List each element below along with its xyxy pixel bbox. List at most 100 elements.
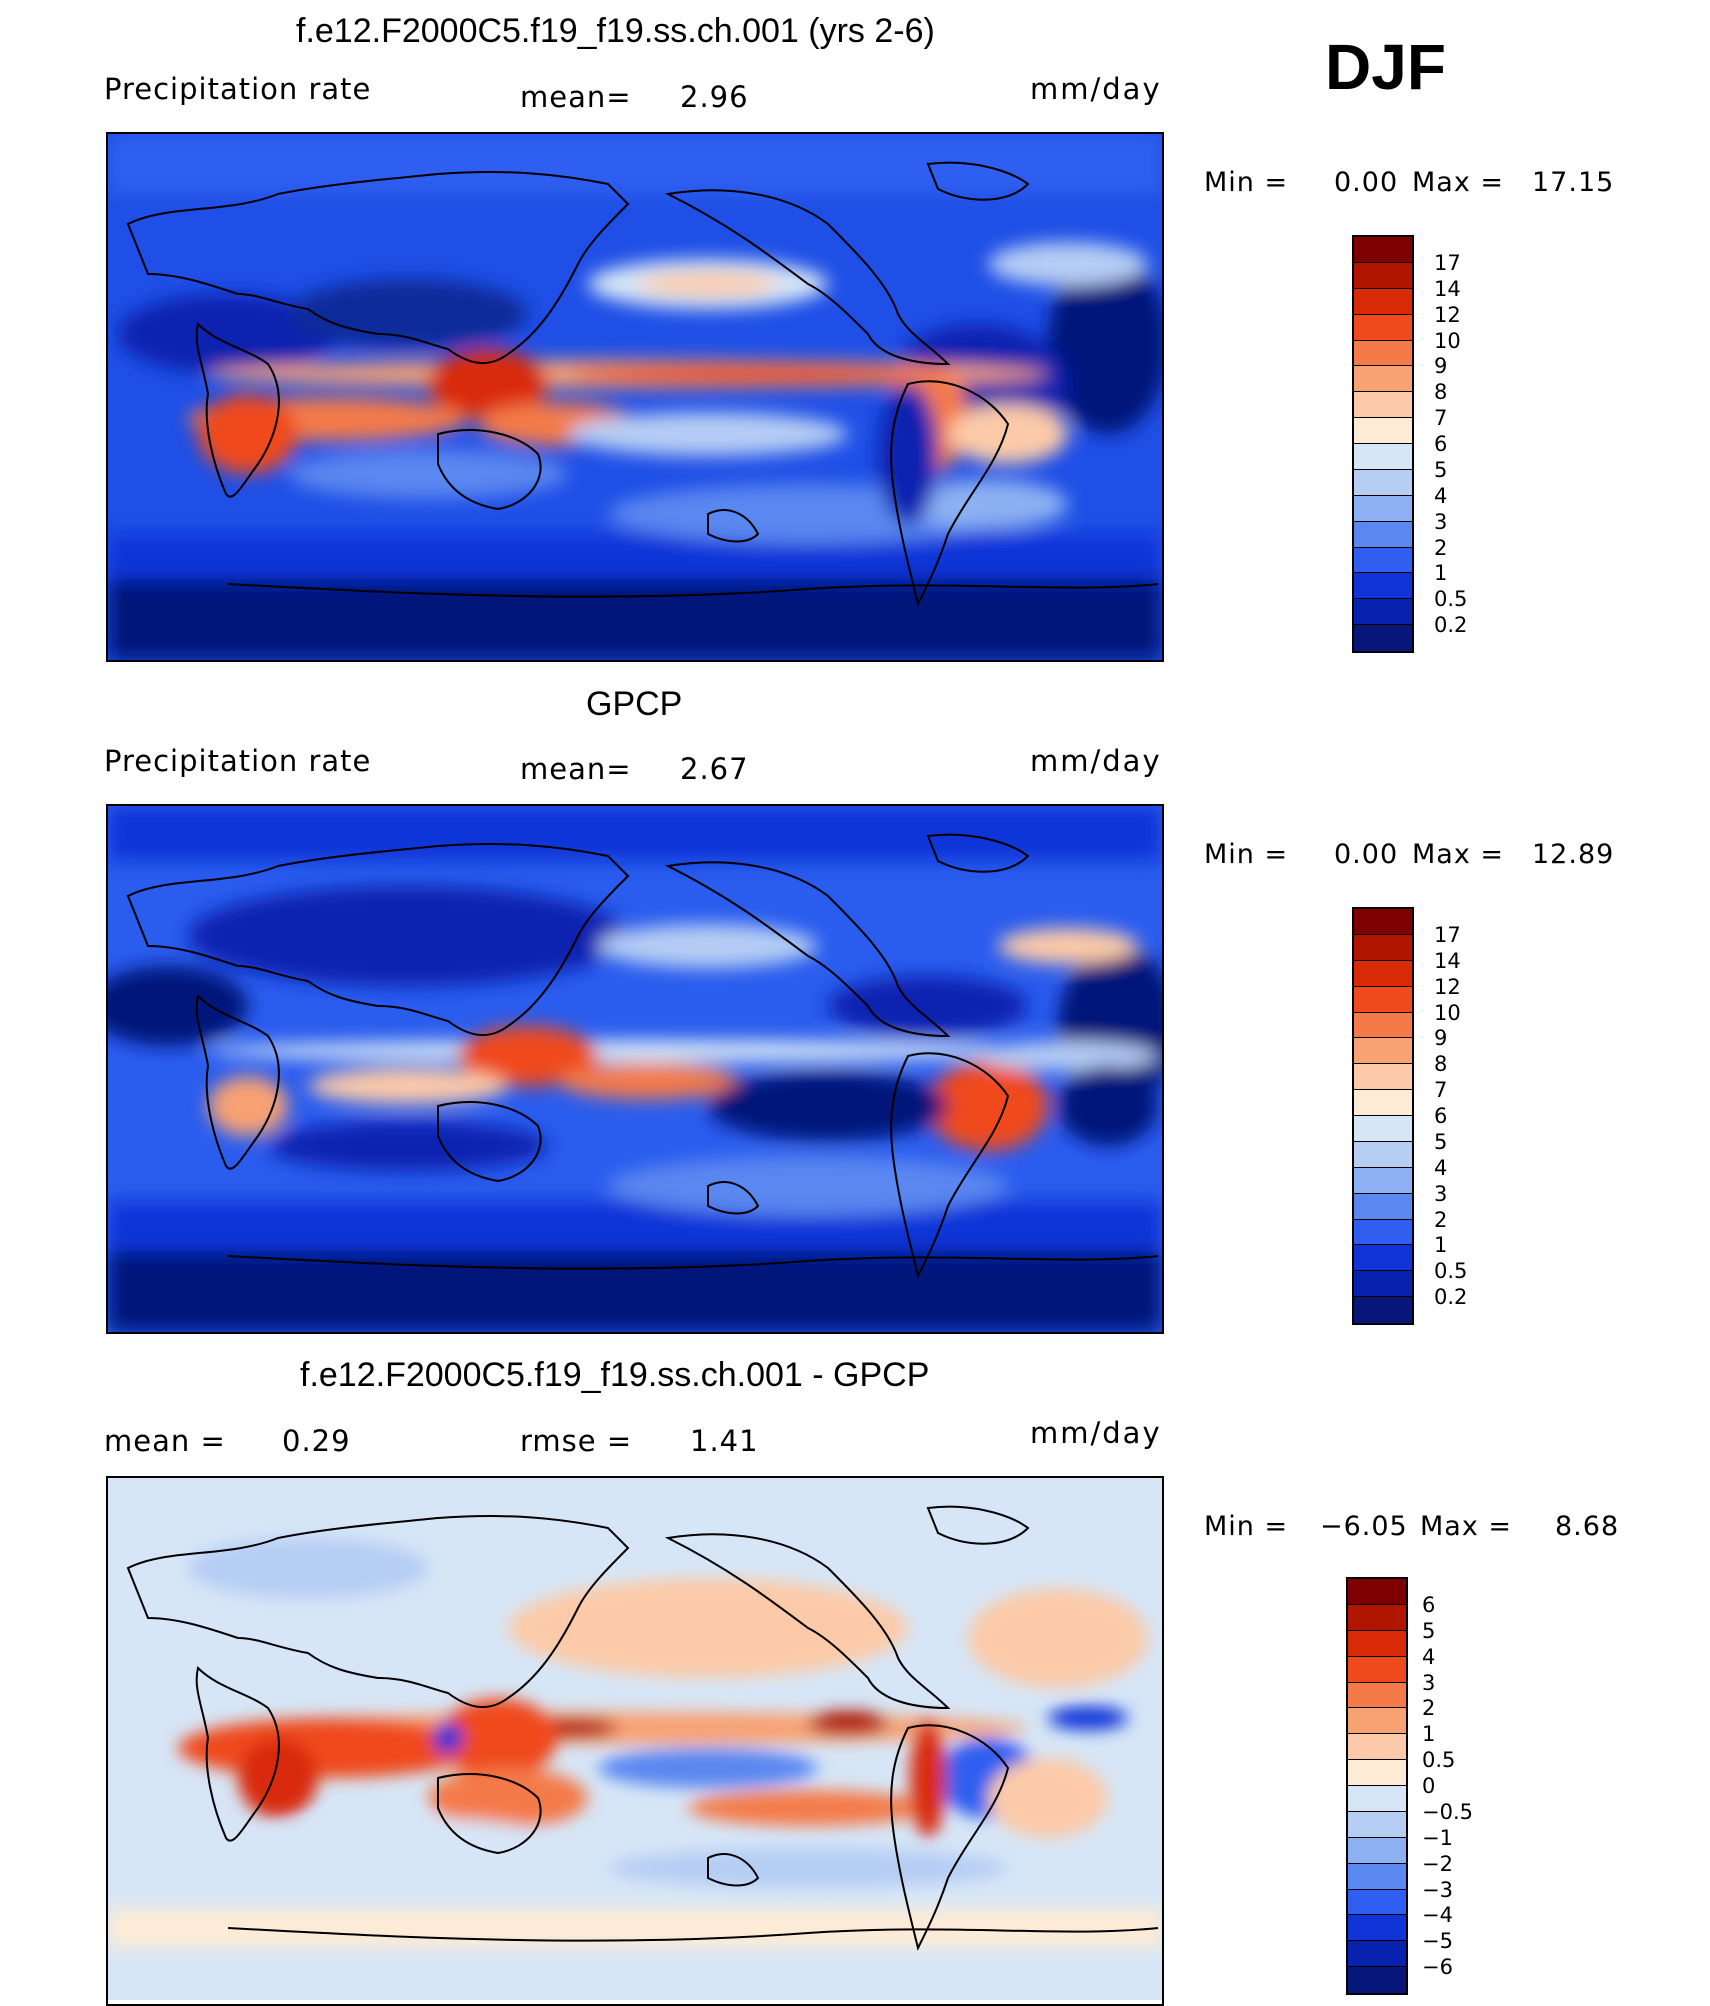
colorbar-tick-label: −3 — [1422, 1877, 1453, 1902]
gpcp-precipitation-map — [106, 804, 1164, 1334]
colorbar-tick-label: 2 — [1434, 535, 1448, 560]
colorbar-tick-label: 10 — [1434, 1000, 1461, 1025]
colorbar-tick-label: 7 — [1434, 1078, 1448, 1103]
colorbar-segment — [1354, 599, 1412, 626]
colorbar-segment — [1354, 340, 1412, 367]
panel-2-units: mm/day — [1030, 744, 1162, 778]
colorbar-tick-label: 17 — [1434, 922, 1461, 947]
colorbar-tick-label: 1 — [1434, 1233, 1448, 1258]
gpcp-map-graphic — [108, 806, 1162, 1332]
colorbar-segment — [1348, 1863, 1406, 1890]
colorbar-tick-label: 14 — [1434, 948, 1461, 973]
panel-3-min-label: Min = — [1204, 1511, 1289, 1542]
panel-1-max-label: Max = — [1412, 167, 1505, 198]
colorbar-tick-label: 9 — [1434, 1026, 1448, 1051]
colorbar-tick-label: −2 — [1422, 1851, 1453, 1876]
panel-2-title: GPCP — [586, 685, 683, 723]
colorbar-tick-label: 1 — [1434, 561, 1448, 586]
colorbar-tick-label: 0 — [1422, 1774, 1436, 1798]
colorbar-tick-label: 8 — [1434, 380, 1448, 405]
panel-1-units: mm/day — [1030, 72, 1162, 106]
colorbar-segment — [1354, 288, 1412, 315]
panel-3-rmse-value: 1.41 — [690, 1424, 759, 1458]
panel-3-title: f.e12.F2000C5.f19_f19.ss.ch.001 - GPCP — [300, 1356, 930, 1394]
colorbar-tick-label: 5 — [1422, 1618, 1436, 1643]
colorbar-segment — [1348, 1630, 1406, 1657]
panel-2-min-label: Min = — [1204, 839, 1289, 870]
colorbar-segment — [1348, 1604, 1406, 1631]
colorbar-segment — [1354, 1219, 1412, 1246]
colorbar-tick-label: 0.2 — [1434, 613, 1468, 638]
colorbar-segment — [1348, 1734, 1406, 1761]
colorbar-segment — [1354, 547, 1412, 574]
colorbar-tick-label: −5 — [1422, 1929, 1453, 1954]
difference-map-graphic — [108, 1478, 1162, 2000]
colorbar-tick-label: −4 — [1422, 1903, 1453, 1928]
colorbar-tick-label: 6 — [1434, 432, 1448, 456]
colorbar-segment — [1348, 1708, 1406, 1735]
colorbar-tick-label: 8 — [1434, 1052, 1448, 1077]
colorbar-segment — [1354, 444, 1412, 470]
colorbar-segment — [1354, 314, 1412, 341]
colorbar-segment — [1354, 392, 1412, 419]
model-map-graphic — [108, 134, 1162, 660]
panel-3-rmse-label: rmse = — [520, 1424, 633, 1458]
season-label: DJF — [1325, 31, 1446, 103]
panel-2-mean-value: 2.67 — [680, 752, 749, 786]
panel-1-mean-value: 2.96 — [680, 80, 749, 114]
colorbar-segment — [1354, 625, 1412, 651]
colorbar-segment — [1354, 1038, 1412, 1065]
colorbar-tick-label: 4 — [1434, 483, 1448, 508]
colorbar-segment — [1354, 1090, 1412, 1116]
colorbar-tick-label: 3 — [1434, 1181, 1448, 1206]
colorbar-segment — [1354, 1116, 1412, 1142]
colorbar-tick-label: 2 — [1434, 1207, 1448, 1232]
panel-2-min-value: 0.00 — [1334, 839, 1399, 870]
colorbar-segment — [1354, 366, 1412, 393]
colorbar-segment — [1354, 1012, 1412, 1039]
colorbar-tick-label: 3 — [1434, 509, 1448, 534]
panel-2-mean-label: mean= — [520, 752, 632, 786]
colorbar-segment — [1354, 934, 1412, 961]
colorbar-tick-label: 10 — [1434, 328, 1461, 353]
colorbar-tick-label: 3 — [1422, 1670, 1436, 1695]
colorbar-segment — [1354, 1297, 1412, 1323]
colorbar-segment — [1354, 495, 1412, 522]
model-precipitation-map — [106, 132, 1164, 662]
colorbar-segment — [1354, 1167, 1412, 1194]
panel-1-min-value: 0.00 — [1334, 167, 1399, 198]
colorbar-tick-label: −6 — [1422, 1955, 1453, 1980]
colorbar-segment — [1354, 418, 1412, 444]
colorbar-segment — [1354, 1193, 1412, 1220]
panel-3-mean-label: mean = — [104, 1424, 226, 1458]
colorbar-tick-label: 2 — [1422, 1696, 1436, 1721]
panel-2-max-label: Max = — [1412, 839, 1505, 870]
colorbar-segment — [1354, 1141, 1412, 1168]
colorbar-segment — [1348, 1682, 1406, 1709]
colorbar-segment — [1354, 1271, 1412, 1298]
panel-1-max-value: 17.15 — [1532, 167, 1615, 198]
panel-3-min-value: −6.05 — [1320, 1511, 1408, 1542]
colorbar-tick-label: 6 — [1422, 1592, 1436, 1617]
panel-1-variable-label: Precipitation rate — [104, 72, 372, 106]
colorbar-tick-label: 0.5 — [1422, 1748, 1456, 1773]
panel-3-units: mm/day — [1030, 1416, 1162, 1450]
colorbar-tick-label: 1 — [1422, 1722, 1436, 1747]
colorbar-tick-label: 6 — [1434, 1104, 1448, 1128]
colorbar-segment — [1354, 1064, 1412, 1091]
colorbar-tick-label: 4 — [1434, 1155, 1448, 1180]
colorbar-segment — [1354, 521, 1412, 548]
colorbar-tick-label: 12 — [1434, 974, 1461, 999]
panel-3-mean-value: 0.29 — [282, 1424, 351, 1458]
colorbar-segment — [1348, 1967, 1406, 1993]
colorbar-segment — [1348, 1760, 1406, 1786]
panel-3-max-value: 8.68 — [1555, 1511, 1620, 1542]
colorbar-segment — [1348, 1811, 1406, 1838]
panel-2-max-value: 12.89 — [1532, 839, 1615, 870]
colorbar-segment — [1348, 1889, 1406, 1916]
panel-1-min-label: Min = — [1204, 167, 1289, 198]
colorbar-segment — [1354, 1245, 1412, 1272]
panel-2-variable-label: Precipitation rate — [104, 744, 372, 778]
colorbar-tick-label: 0.5 — [1434, 587, 1468, 612]
colorbar-tick-label: 12 — [1434, 302, 1461, 327]
